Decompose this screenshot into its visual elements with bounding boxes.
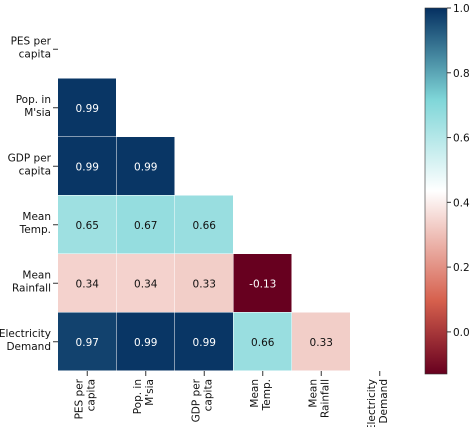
cell-value-label: 0.99	[193, 337, 216, 349]
cell-value-label: 0.66	[251, 337, 275, 349]
cell-value-label: 0.99	[134, 161, 157, 173]
heatmap-cell	[233, 312, 292, 371]
heatmap-cell	[58, 195, 116, 254]
heatmap-cell	[58, 254, 116, 312]
heatmap-cells: 0.99 0.99 0.99 0.65 0.67 0.66 0.34 0.34 0.33 -0.1…	[58, 78, 350, 371]
x-tick-label: Electricity	[366, 379, 378, 427]
heatmap-cell	[116, 312, 175, 371]
x-tick-label: Demand	[378, 379, 390, 424]
colorbar-tick-label: 1.0	[453, 3, 470, 15]
x-tick-label: GDP per	[190, 378, 202, 422]
x-tick-label: Mean	[307, 379, 319, 408]
y-tick-label: Pop. in	[16, 94, 51, 106]
heatmap-cell	[175, 254, 233, 312]
y-tick-label: Mean	[22, 269, 51, 281]
y-tick-label: Rainfall	[12, 282, 51, 294]
x-tick-label: capita	[85, 379, 97, 411]
cell-value-label: 0.34	[134, 278, 158, 290]
heatmap-cell	[116, 137, 175, 195]
x-tick-label: M'sia	[144, 379, 156, 406]
heatmap-cell	[58, 78, 116, 137]
cell-value-label: 0.33	[310, 337, 333, 349]
heatmap-cell	[175, 312, 233, 371]
heatmap-cell	[58, 137, 116, 195]
y-tick-label: PES per	[11, 35, 52, 47]
colorbar-tick-label: 0.6	[453, 133, 470, 145]
colorbar-tick-label: 0.0	[453, 327, 470, 339]
cell-value-label: 0.99	[76, 161, 99, 173]
cell-value-label: 0.65	[76, 220, 99, 232]
y-tick-label: Temp.	[19, 224, 51, 236]
heatmap-cell	[116, 195, 175, 254]
cell-value-label: -0.13	[249, 278, 276, 290]
cell-value-label: 0.97	[76, 337, 99, 349]
y-tick-label: capita	[19, 165, 51, 177]
colorbar-tick-label: 0.8	[453, 68, 470, 80]
heatmap-cell	[175, 195, 233, 254]
x-axis-labels: PES per capita Pop. in M'sia GDP per capita Me…	[73, 371, 390, 427]
x-tick-label: capita	[202, 379, 214, 411]
heatmap-cell	[292, 312, 350, 371]
heatmap-cell	[116, 254, 175, 312]
y-tick-label: capita	[19, 48, 51, 60]
cell-value-label: 0.67	[134, 220, 157, 232]
y-tick-label: M'sia	[24, 107, 51, 119]
x-tick-label: Temp.	[261, 379, 273, 411]
x-tick-label: Pop. in	[132, 379, 144, 414]
x-tick-label: Rainfall	[319, 379, 331, 418]
colorbar-gradient	[424, 7, 448, 375]
cell-value-label: 0.33	[193, 278, 216, 290]
y-tick-label: GDP per	[8, 152, 52, 164]
heatmap-cell	[58, 312, 116, 371]
heatmap-cell	[233, 254, 292, 312]
colorbar-ticks: 0.0 0.2 0.4 0.6 0.8 1.0	[447, 3, 470, 339]
colorbar: 0.0 0.2 0.4 0.6 0.8 1.0	[424, 3, 470, 375]
y-tick-label: Electricity	[0, 328, 51, 340]
x-tick-label: Mean	[249, 379, 261, 408]
y-tick-label: Demand	[6, 341, 51, 353]
x-tick-label: PES per	[73, 378, 85, 419]
y-tick-label: Mean	[22, 211, 51, 223]
colorbar-tick-label: 0.4	[453, 197, 470, 209]
colorbar-tick-label: 0.2	[453, 262, 470, 274]
cell-value-label: 0.34	[76, 278, 100, 290]
cell-value-label: 0.99	[76, 103, 99, 115]
cell-value-label: 0.66	[193, 220, 217, 232]
cell-value-label: 0.99	[134, 337, 157, 349]
